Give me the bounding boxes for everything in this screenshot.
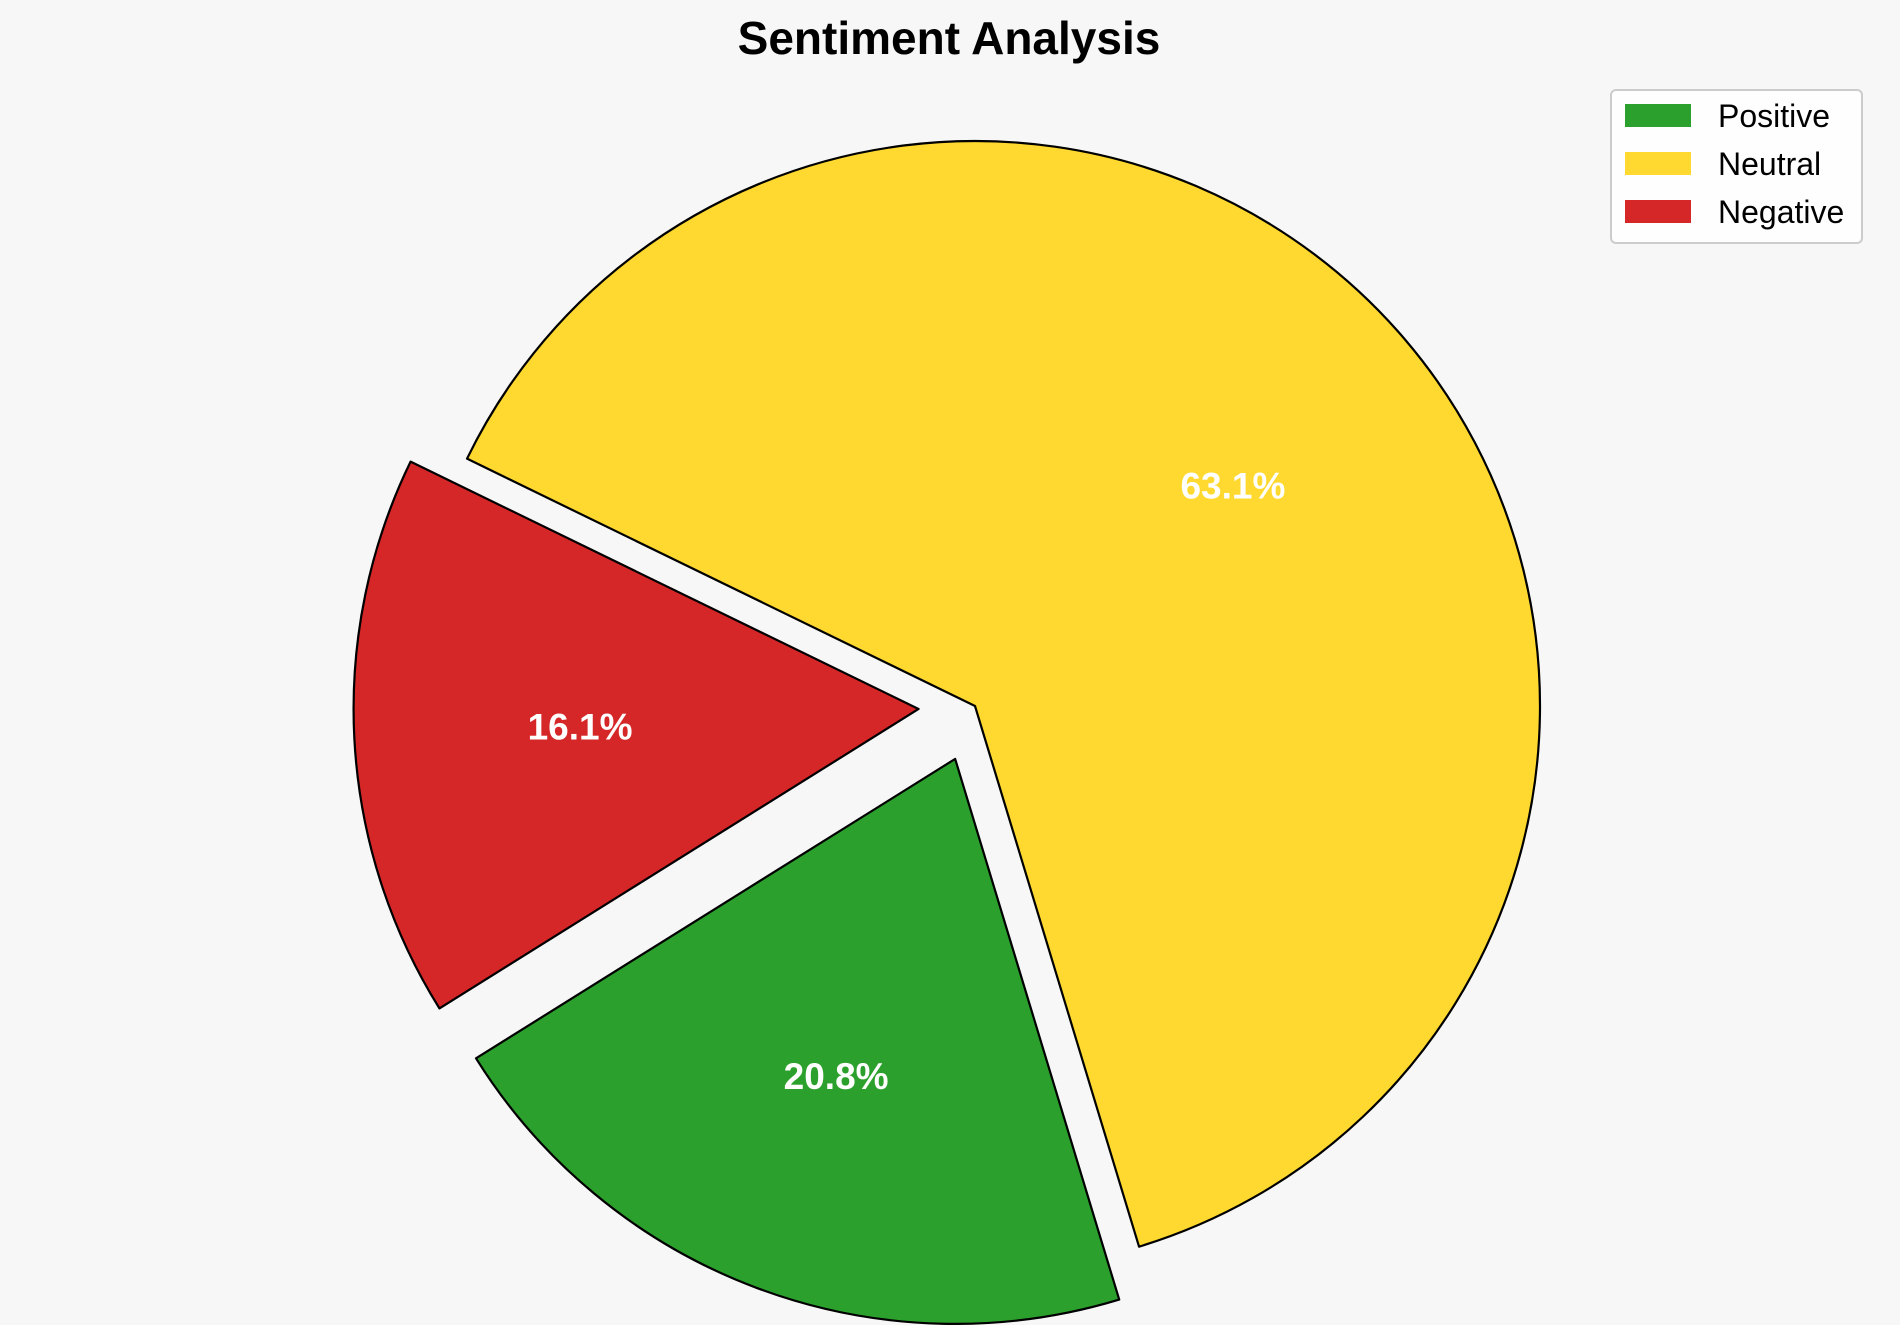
legend-swatch-negative: [1625, 200, 1691, 223]
legend: Positive Neutral Negative: [1610, 89, 1863, 244]
chart-title: Sentiment Analysis: [738, 12, 1161, 64]
legend-swatch-neutral: [1625, 152, 1691, 175]
pie-label-neutral: 63.1%: [1180, 466, 1285, 507]
pie-slice-positive: [474, 757, 1121, 1325]
pie-label-negative: 16.1%: [528, 706, 633, 747]
legend-label-positive: Positive: [1718, 98, 1830, 134]
pie-label-positive: 20.8%: [784, 1056, 889, 1097]
legend-swatch-positive: [1625, 104, 1691, 127]
legend-label-neutral: Neutral: [1718, 146, 1821, 182]
pie-slice-labels: 20.8% 63.1% 16.1%: [528, 466, 1286, 1097]
pie-slice-negative: [352, 460, 920, 1010]
pie-slices: [352, 139, 1542, 1325]
legend-label-negative: Negative: [1718, 194, 1844, 230]
pie-slice-neutral: [465, 139, 1542, 1248]
